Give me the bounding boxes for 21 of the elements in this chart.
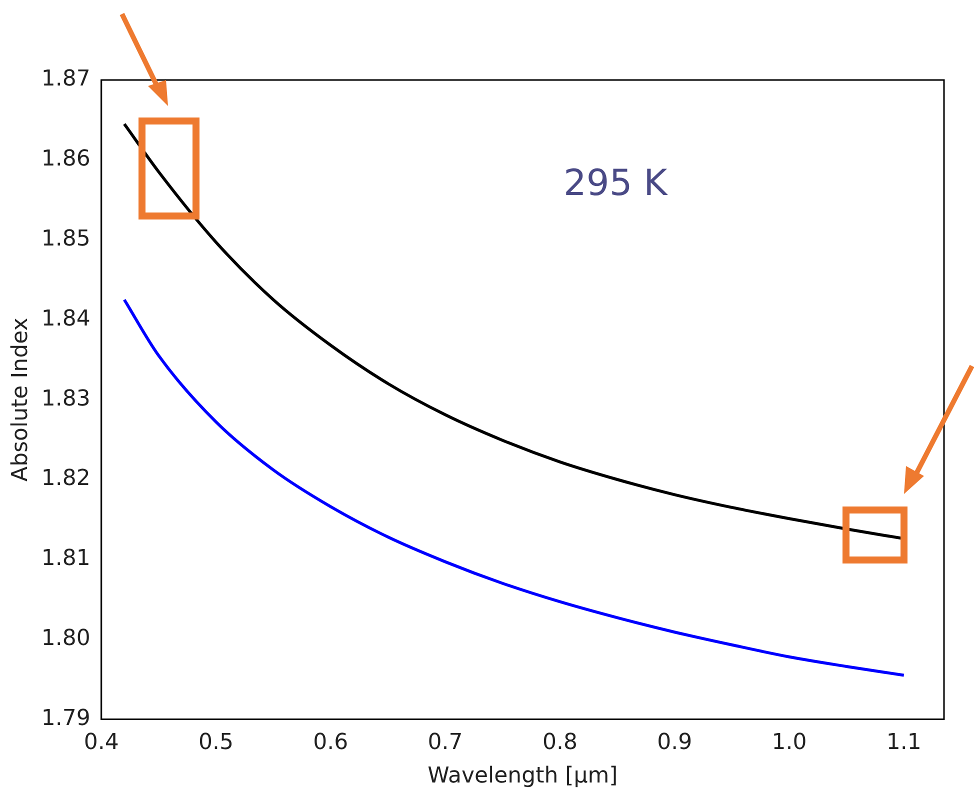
y-tick-label: 1.82	[41, 466, 90, 492]
x-axis-title: Wavelength [μm]	[428, 764, 618, 789]
x-tick-label: 0.9	[657, 730, 692, 756]
x-tick-label: 0.6	[313, 730, 348, 756]
y-tick-label: 1.81	[41, 546, 90, 572]
x-tick-label: 0.7	[428, 730, 463, 756]
x-tick-label: 0.5	[198, 730, 234, 756]
y-tick-label: 1.85	[41, 226, 90, 252]
line-series	[122, 298, 906, 677]
y-tick-label: 1.83	[41, 386, 90, 412]
x-tick-label: 1.1	[886, 730, 922, 756]
y-axis-title: Absolute Index	[8, 318, 33, 482]
y-tick-label: 1.86	[41, 146, 90, 172]
y-tick-label: 1.87	[41, 66, 90, 92]
y-tick-label: 1.80	[41, 626, 90, 652]
x-tick-label: 0.8	[542, 730, 578, 756]
x-tick-label: 1.0	[772, 730, 807, 756]
y-tick-label: 1.79	[41, 706, 90, 731]
y-tick-label: 1.84	[41, 306, 90, 332]
annotation: 295 K	[563, 163, 669, 204]
x-tick-label: 0.4	[84, 730, 119, 756]
